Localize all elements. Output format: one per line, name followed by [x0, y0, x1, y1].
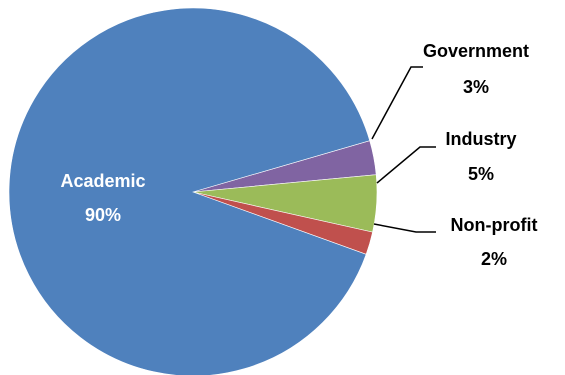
- slice-label-government: Government: [423, 41, 529, 61]
- slice-percent-government: 3%: [463, 77, 489, 97]
- slice-percent-industry: 5%: [468, 164, 494, 184]
- slice-label-non-profit: Non-profit: [451, 215, 538, 235]
- slice-percent-non-profit: 2%: [481, 249, 507, 269]
- leader-line-non-profit: [373, 223, 436, 233]
- pie-slice-academic: [8, 7, 371, 375]
- leader-line-industry: [376, 146, 436, 184]
- slice-percent-academic: 90%: [85, 205, 121, 225]
- slice-label-academic: Academic: [60, 171, 145, 191]
- pie-slices: [8, 7, 378, 375]
- slice-label-industry: Industry: [445, 129, 516, 149]
- leader-line-government: [371, 66, 423, 140]
- data-labels: Academic 90% Government 3% Industry 5% Non-pro…: [60, 41, 537, 269]
- leader-lines: [371, 66, 436, 233]
